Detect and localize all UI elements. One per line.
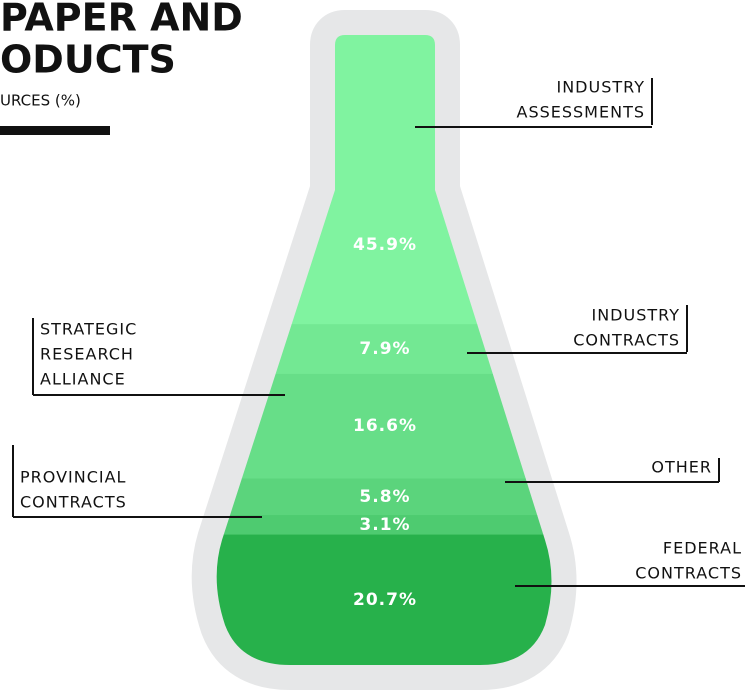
value-label: 45.9% [353,235,417,255]
title-bar [0,126,110,135]
category-label: STRATEGIC [40,320,137,339]
category-label: ASSESSMENTS [517,103,646,122]
category-label: FEDERAL [663,539,742,558]
value-label: 5.8% [359,487,410,507]
segment [216,515,552,536]
category-label: RESEARCH [40,345,134,364]
subtitle: URCES (%) [0,92,81,110]
title-line: ODUCTS [0,38,176,82]
value-label: 16.6% [353,416,417,436]
value-label: 3.1% [359,515,410,535]
category-label: ALLIANCE [40,370,126,389]
category-label: OTHER [651,458,712,477]
title-line: PAPER AND [0,0,243,40]
category-label: CONTRACTS [573,331,680,350]
segment [216,35,552,325]
segment [216,478,552,516]
value-label: 20.7% [353,590,417,610]
category-label: CONTRACTS [20,493,127,512]
value-label: 7.9% [359,339,410,359]
segment [216,534,552,665]
segment [216,373,552,480]
category-label: PROVINCIAL [20,468,126,487]
category-label: CONTRACTS [635,564,742,583]
category-label: INDUSTRY [556,78,645,97]
category-label: INDUSTRY [591,306,680,325]
